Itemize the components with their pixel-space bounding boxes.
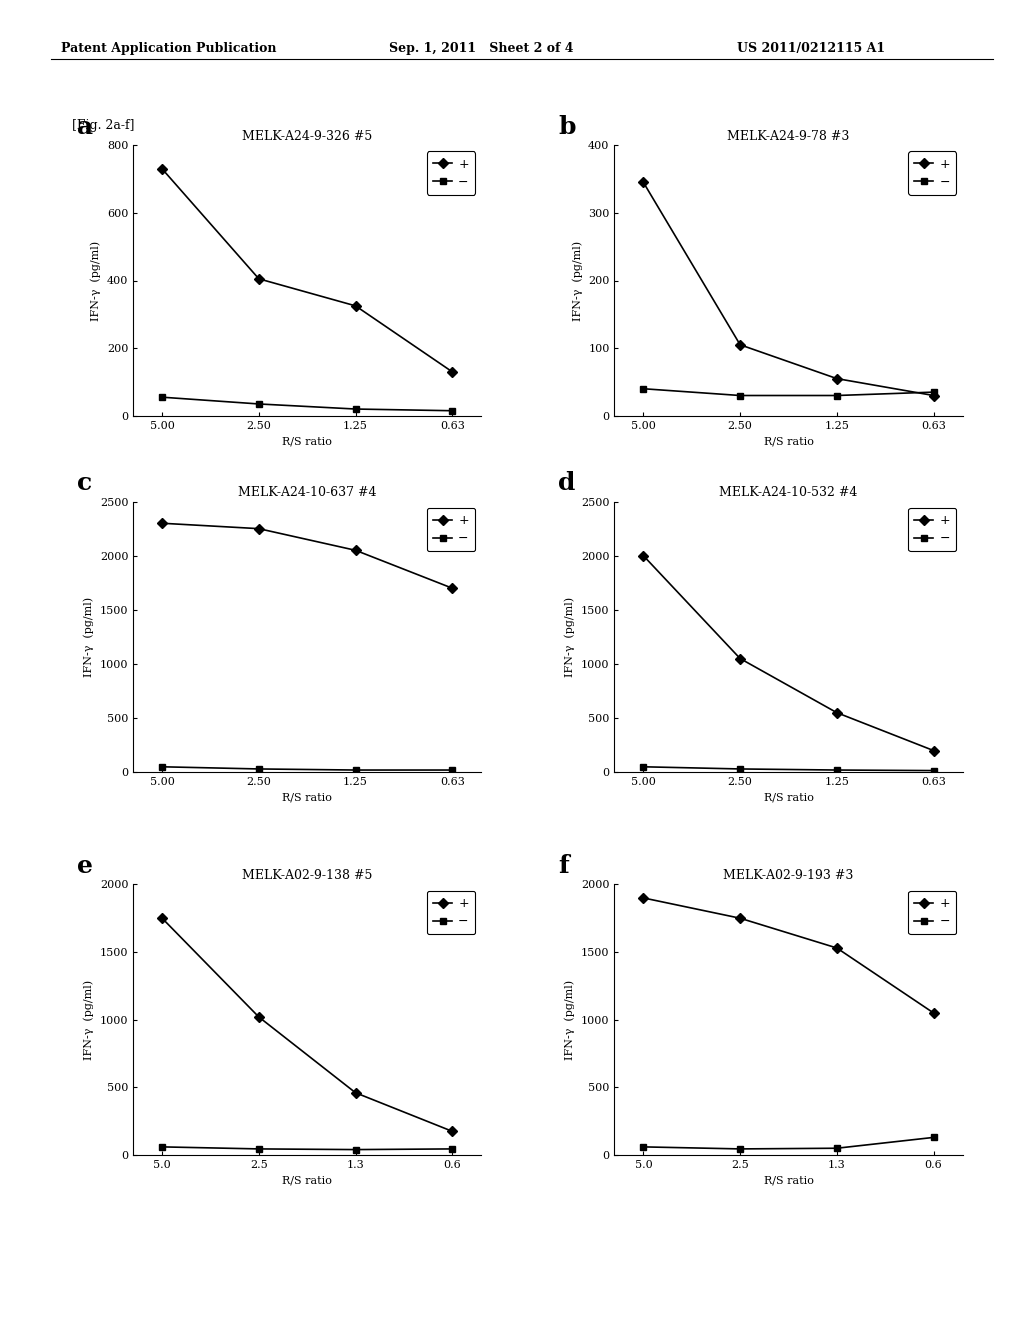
Y-axis label: IFN-γ  (pg/ml): IFN-γ (pg/ml) xyxy=(565,979,575,1060)
Title: MELK-A24-9-326 #5: MELK-A24-9-326 #5 xyxy=(242,129,373,143)
Text: US 2011/0212115 A1: US 2011/0212115 A1 xyxy=(737,42,886,55)
Text: f: f xyxy=(558,854,568,878)
X-axis label: R/S ratio: R/S ratio xyxy=(283,792,332,803)
Title: MELK-A24-10-532 #4: MELK-A24-10-532 #4 xyxy=(719,486,858,499)
Legend: +, −: +, − xyxy=(908,152,956,195)
X-axis label: R/S ratio: R/S ratio xyxy=(764,1175,813,1185)
Legend: +, −: +, − xyxy=(427,891,475,935)
Text: c: c xyxy=(77,471,92,495)
Legend: +, −: +, − xyxy=(427,508,475,552)
Y-axis label: IFN-γ  (pg/ml): IFN-γ (pg/ml) xyxy=(84,597,94,677)
Legend: +, −: +, − xyxy=(427,152,475,195)
Legend: +, −: +, − xyxy=(908,891,956,935)
Title: MELK-A24-10-637 #4: MELK-A24-10-637 #4 xyxy=(238,486,377,499)
X-axis label: R/S ratio: R/S ratio xyxy=(283,436,332,446)
Title: MELK-A02-9-138 #5: MELK-A02-9-138 #5 xyxy=(242,869,373,882)
Text: Patent Application Publication: Patent Application Publication xyxy=(61,42,276,55)
Title: MELK-A02-9-193 #3: MELK-A02-9-193 #3 xyxy=(723,869,854,882)
Y-axis label: IFN-γ  (pg/ml): IFN-γ (pg/ml) xyxy=(91,240,101,321)
Text: d: d xyxy=(558,471,575,495)
Text: Sep. 1, 2011   Sheet 2 of 4: Sep. 1, 2011 Sheet 2 of 4 xyxy=(389,42,573,55)
Y-axis label: IFN-γ  (pg/ml): IFN-γ (pg/ml) xyxy=(565,597,575,677)
Text: [Fig. 2a-f]: [Fig. 2a-f] xyxy=(72,119,134,132)
X-axis label: R/S ratio: R/S ratio xyxy=(764,792,813,803)
Text: b: b xyxy=(558,115,575,139)
X-axis label: R/S ratio: R/S ratio xyxy=(283,1175,332,1185)
Y-axis label: IFN-γ  (pg/ml): IFN-γ (pg/ml) xyxy=(84,979,94,1060)
Text: a: a xyxy=(77,115,93,139)
Y-axis label: IFN-γ  (pg/ml): IFN-γ (pg/ml) xyxy=(572,240,583,321)
X-axis label: R/S ratio: R/S ratio xyxy=(764,436,813,446)
Text: e: e xyxy=(77,854,93,878)
Title: MELK-A24-9-78 #3: MELK-A24-9-78 #3 xyxy=(727,129,850,143)
Legend: +, −: +, − xyxy=(908,508,956,552)
